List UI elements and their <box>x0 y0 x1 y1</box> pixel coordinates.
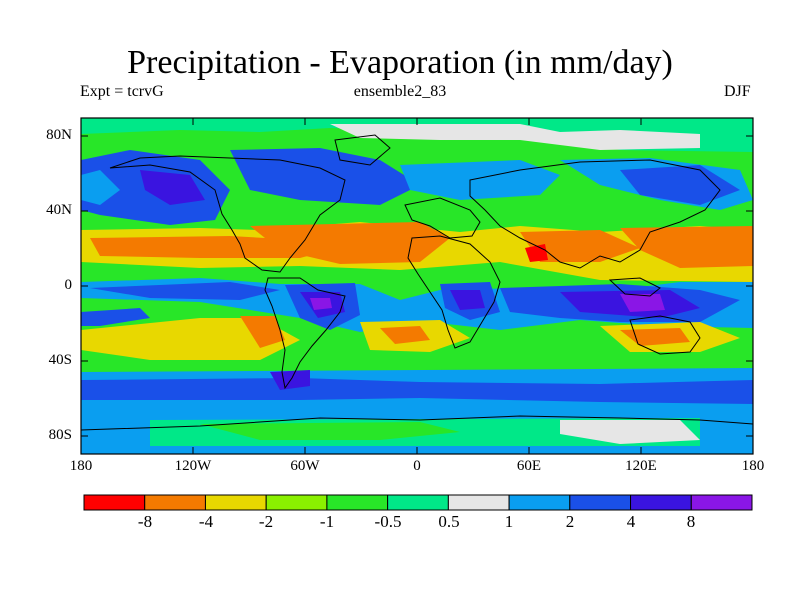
lat-label-40s: 40S <box>48 352 72 368</box>
season-label: DJF <box>724 83 751 100</box>
colorbar-box <box>630 494 692 511</box>
colorbar-label: -2 <box>258 512 274 531</box>
colorbar-label: 0.5 <box>438 512 460 531</box>
experiment-label: Expt = tcrvG <box>80 83 164 100</box>
lon-label-120w: 120W <box>174 458 212 474</box>
colorbar-box <box>83 494 146 511</box>
colorbar-label: 1 <box>504 512 514 531</box>
lat-label-80s: 80S <box>48 427 72 443</box>
lat-label-40n: 40N <box>46 202 72 218</box>
lon-label-60w: 60W <box>290 458 320 474</box>
coastlines <box>81 134 753 431</box>
lat-label-0: 0 <box>64 277 73 293</box>
colorbar-box <box>326 494 389 511</box>
colorbar-label: 2 <box>565 512 575 531</box>
colorbar-box <box>569 494 632 511</box>
colorbar-label: 8 <box>686 512 696 531</box>
lon-label-0: 0 <box>413 458 421 474</box>
colorbar-box <box>447 494 510 511</box>
colorbar-label: 4 <box>626 512 636 531</box>
colorbar-box <box>690 494 753 511</box>
axis-ticks <box>81 118 753 454</box>
lon-label-60e: 60E <box>516 458 542 474</box>
colorbar-box <box>265 494 328 511</box>
lon-label-120e: 120E <box>625 458 657 474</box>
colorbar-box <box>508 494 571 511</box>
colorbar-label: -0.5 <box>374 512 402 531</box>
ensemble-label: ensemble2_83 <box>353 83 447 100</box>
colorbar-box <box>204 494 267 511</box>
colorbar-label: -8 <box>137 512 153 531</box>
colorbar-box <box>144 494 206 511</box>
lat-label-80n: 80N <box>46 127 72 143</box>
colorbar-label: -1 <box>319 512 335 531</box>
colorbar <box>83 494 753 511</box>
colorbar-box <box>387 494 449 511</box>
colorbar-label: -4 <box>198 512 214 531</box>
precip-evap-field <box>81 118 753 454</box>
page-title: Precipitation - Evaporation (in mm/day) <box>127 44 673 81</box>
lon-label-180e: 180 <box>741 458 765 474</box>
lon-label-180w: 180 <box>69 458 93 474</box>
